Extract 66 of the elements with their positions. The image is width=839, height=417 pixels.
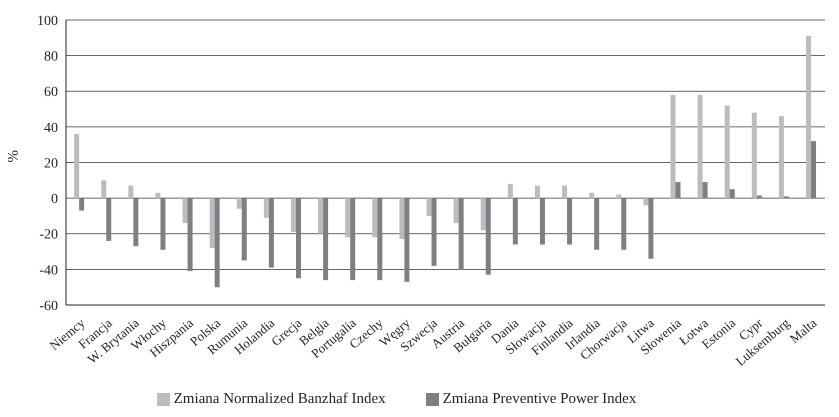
bar: [264, 198, 269, 218]
bar: [480, 198, 486, 230]
bar: [648, 198, 654, 259]
bar: [372, 198, 378, 238]
bar: [242, 198, 247, 260]
bar: [155, 192, 160, 198]
bar: [534, 186, 540, 198]
bar: [806, 36, 812, 198]
bar: [621, 198, 626, 250]
bar: [128, 186, 134, 198]
bar: [698, 94, 703, 198]
bar: [290, 198, 296, 232]
bar: [454, 198, 459, 224]
bar: [296, 198, 301, 278]
bar: [182, 198, 188, 224]
legend-label: Zmiana Normalized Banzhaf Index: [174, 391, 386, 407]
bar: [811, 141, 816, 198]
bar: [675, 182, 680, 198]
bar: [752, 112, 757, 198]
bar: [79, 198, 84, 211]
bar: [670, 94, 676, 198]
y-tick-label: 60: [44, 85, 58, 100]
bar: [512, 198, 518, 244]
bar: [567, 198, 572, 244]
bar: [323, 198, 328, 280]
bar: [594, 198, 600, 250]
bar: [106, 198, 112, 241]
y-tick-label: -60: [39, 298, 58, 314]
y-tick-label: -40: [39, 263, 58, 278]
bar: [702, 182, 708, 198]
y-tick-label: 80: [44, 50, 58, 65]
bar: [426, 198, 432, 216]
bar: [350, 198, 356, 280]
bar: [214, 198, 220, 288]
bar: [345, 198, 350, 238]
bar: [730, 189, 735, 198]
bar: [756, 195, 762, 198]
bar: [562, 186, 568, 198]
bar: [160, 198, 166, 250]
bar: [101, 180, 106, 198]
bar: [540, 198, 545, 244]
bar: [458, 198, 464, 270]
bar: [616, 194, 622, 198]
legend-label: Zmiana Preventive Power Index: [442, 391, 636, 407]
bar: [432, 198, 437, 266]
bar: [589, 192, 594, 198]
bar: [236, 198, 242, 209]
bar: [399, 198, 404, 240]
bar: [377, 198, 382, 280]
bar: [268, 198, 274, 268]
bar: [643, 198, 648, 206]
bar: [210, 198, 215, 248]
bar: [74, 134, 80, 198]
y-tick-label: 20: [44, 156, 58, 172]
y-tick-label: -20: [39, 228, 58, 243]
bar: [318, 198, 324, 234]
y-tick-label: 100: [37, 14, 58, 29]
bar: [724, 106, 730, 198]
bar: [778, 116, 784, 198]
bar: [188, 198, 193, 272]
bar: [486, 198, 491, 275]
y-tick-label: 0: [51, 192, 58, 208]
bar: [133, 198, 138, 246]
bar: [404, 198, 410, 282]
bar: [508, 184, 513, 198]
y-tick-label: 40: [44, 120, 58, 136]
